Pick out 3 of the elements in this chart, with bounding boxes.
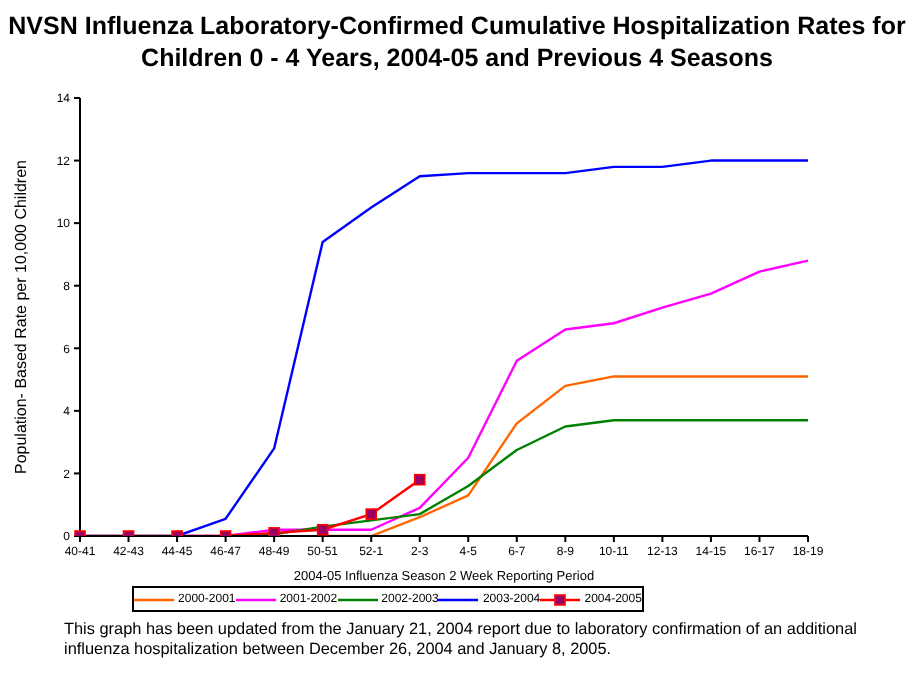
chart-title: NVSN Influenza Laboratory-Confirmed Cumulative Hospitalization Rates for Children 0 - 4 Years, 2004-05 and Previous 4 Seasons (6, 10, 908, 74)
text: This graph has been updated from the January 21, 2004 report due to laboratory confirmation of an additional influenza hospitalization between December 26, 2004 and January 8, 2005. (64, 620, 859, 660)
y-axis-title: Population- Based Rate per 10,000 Children (11, 160, 30, 474)
